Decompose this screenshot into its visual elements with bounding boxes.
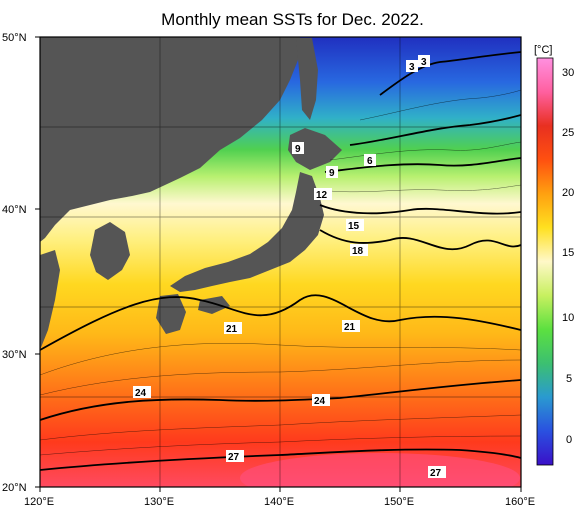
svg-text:9: 9 bbox=[329, 168, 335, 179]
figure-title: Monthly mean SSTs for Dec. 2022. bbox=[161, 10, 424, 29]
sakhalin bbox=[296, 38, 318, 120]
contour-label-3b: 3 bbox=[418, 55, 430, 68]
lat-label-50: 50°N bbox=[2, 32, 27, 44]
colorbar-tick-15: 15 bbox=[562, 247, 574, 259]
lon-label-140: 140°E bbox=[264, 496, 294, 508]
colorbar-tick-10: 10 bbox=[562, 312, 574, 324]
contour-3 bbox=[379, 51, 521, 96]
contour-label-9b: 9 bbox=[326, 166, 338, 179]
lat-label-30: 30°N bbox=[2, 349, 27, 361]
contour-label-27b: 27 bbox=[428, 466, 446, 479]
longitude-labels: 120°E 130°E 140°E 150°E 160°E bbox=[24, 496, 535, 508]
contour-label-9a: 9 bbox=[292, 142, 304, 155]
svg-text:24: 24 bbox=[314, 396, 326, 407]
svg-text:3: 3 bbox=[421, 57, 427, 68]
contour-label-3a: 3 bbox=[406, 60, 418, 73]
contour-lines bbox=[40, 51, 521, 471]
svg-text:24: 24 bbox=[135, 388, 147, 399]
contour-label-15: 15 bbox=[346, 219, 364, 232]
svg-text:3: 3 bbox=[409, 62, 415, 73]
honshu bbox=[170, 172, 324, 292]
small-island bbox=[185, 122, 195, 130]
colorbar-tick-5: 5 bbox=[566, 373, 572, 385]
map-area bbox=[40, 37, 521, 487]
colorbar: [°C] 30 25 20 15 10 5 0 bbox=[534, 44, 574, 466]
contour-label-21a: 21 bbox=[224, 322, 242, 335]
svg-text:9: 9 bbox=[295, 144, 301, 155]
tick-marks bbox=[35, 36, 522, 492]
lat-label-40: 40°N bbox=[2, 204, 27, 216]
colorbar-bar bbox=[536, 57, 554, 466]
lat-label-20: 20°N bbox=[2, 482, 27, 494]
svg-text:21: 21 bbox=[344, 322, 356, 333]
colorbar-ticks: 30 25 20 15 10 5 0 bbox=[562, 67, 574, 446]
contour-6 bbox=[349, 114, 521, 146]
kyushu bbox=[156, 294, 186, 334]
svg-text:21: 21 bbox=[226, 324, 238, 335]
lon-label-160: 160°E bbox=[505, 496, 535, 508]
lon-label-150: 150°E bbox=[384, 496, 414, 508]
svg-text:18: 18 bbox=[352, 246, 364, 257]
contour-21 bbox=[40, 294, 521, 351]
contour-label-12: 12 bbox=[314, 188, 332, 201]
latitude-labels: 50°N 40°N 30°N 20°N bbox=[2, 32, 27, 494]
svg-text:12: 12 bbox=[316, 190, 328, 201]
contour-15 bbox=[319, 204, 521, 215]
land-areas bbox=[40, 37, 342, 350]
contour-label-24b: 24 bbox=[312, 394, 330, 407]
contour-9 bbox=[324, 157, 521, 173]
contour-label-6: 6 bbox=[364, 154, 376, 167]
contour-value-labels: 3 3 9 9 6 12 15 18 21 21 24 24 27 27 bbox=[133, 55, 446, 479]
warm-pool bbox=[240, 453, 520, 487]
colorbar-tick-25: 25 bbox=[562, 127, 574, 139]
colorbar-unit: [°C] bbox=[534, 44, 552, 56]
graticule bbox=[40, 37, 521, 487]
svg-text:27: 27 bbox=[228, 452, 240, 463]
colorbar-tick-30: 30 bbox=[562, 67, 574, 79]
korean-peninsula bbox=[90, 222, 130, 280]
svg-text:15: 15 bbox=[348, 221, 360, 232]
contour-label-18: 18 bbox=[350, 244, 368, 257]
colorbar-tick-0: 0 bbox=[566, 434, 572, 446]
lon-label-120: 120°E bbox=[24, 496, 54, 508]
contour-label-21b: 21 bbox=[342, 320, 360, 333]
contour-18 bbox=[319, 229, 521, 251]
svg-text:6: 6 bbox=[367, 156, 373, 167]
lon-label-130: 130°E bbox=[144, 496, 174, 508]
contour-label-24a: 24 bbox=[133, 386, 151, 399]
hokkaido bbox=[288, 128, 342, 170]
contour-27 bbox=[40, 448, 521, 471]
contour-label-27a: 27 bbox=[226, 450, 244, 463]
asian-continent bbox=[40, 37, 300, 242]
china-coast bbox=[40, 250, 60, 350]
svg-text:27: 27 bbox=[430, 468, 442, 479]
colorbar-tick-20: 20 bbox=[562, 187, 574, 199]
